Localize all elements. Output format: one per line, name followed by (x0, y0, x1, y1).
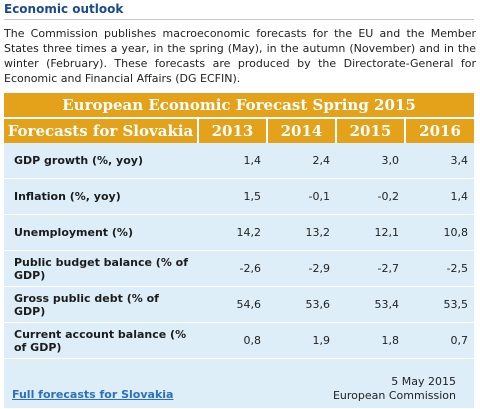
cell-value: 53,6 (267, 286, 336, 323)
header-year-2015: 2015 (335, 118, 405, 143)
table-row-current-account: Current account balance (% of GDP) 0,8 1… (4, 322, 475, 359)
cell-value: 1,9 (267, 322, 336, 359)
table-row-gdp-growth: GDP growth (%, yoy) 1,4 2,4 3,0 3,4 (4, 143, 475, 179)
forecast-box: European Economic Forecast Spring 2015 F… (4, 93, 475, 408)
cell-value: 14,2 (198, 214, 267, 251)
forecast-date: 5 May 2015 (391, 375, 456, 388)
full-forecasts-link[interactable]: Full forecasts for Slovakia (12, 388, 174, 401)
cell-value: 0,7 (405, 322, 475, 359)
forecast-footer: Full forecasts for Slovakia 5 May 2015 E… (4, 374, 474, 408)
table-row-public-debt: Gross public debt (% of GDP) 54,6 53,6 5… (4, 286, 475, 323)
cell-value: 3,4 (405, 143, 475, 179)
cell-value: -2,7 (336, 250, 405, 287)
forecast-table: European Economic Forecast Spring 2015 F… (4, 93, 475, 359)
cell-value: 13,2 (267, 214, 336, 251)
title-divider (4, 19, 474, 20)
header-year-2014: 2014 (266, 118, 336, 143)
row-label: GDP growth (%, yoy) (4, 143, 198, 179)
intro-text: The Commission publishes macroeconomic f… (4, 27, 476, 85)
forecast-source: European Commission (332, 389, 456, 402)
cell-value: 1,4 (198, 143, 267, 179)
cell-value: 1,5 (198, 178, 267, 215)
cell-value: 53,5 (405, 286, 475, 323)
cell-value: 1,8 (336, 322, 405, 359)
header-year-2016: 2016 (403, 118, 475, 143)
cell-value: -2,5 (405, 250, 475, 287)
cell-value: 10,8 (405, 214, 475, 251)
table-row-inflation: Inflation (%, yoy) 1,5 -0,1 -0,2 1,4 (4, 178, 475, 215)
cell-value: 53,4 (336, 286, 405, 323)
table-row-unemployment: Unemployment (%) 14,2 13,2 12,1 10,8 (4, 214, 475, 251)
header-country-label: Forecasts for Slovakia (4, 118, 198, 143)
cell-value: 0,8 (198, 322, 267, 359)
cell-value: 2,4 (267, 143, 336, 179)
cell-value: 12,1 (336, 214, 405, 251)
cell-value: -0,2 (336, 178, 405, 215)
row-label: Inflation (%, yoy) (4, 178, 198, 215)
row-label: Gross public debt (% of GDP) (4, 286, 198, 323)
row-label: Public budget balance (% of GDP) (4, 250, 198, 287)
forecast-banner: European Economic Forecast Spring 2015 (4, 93, 475, 119)
row-label: Current account balance (% of GDP) (4, 322, 198, 359)
cell-value: 54,6 (198, 286, 267, 323)
cell-value: -2,6 (198, 250, 267, 287)
row-label: Unemployment (%) (4, 214, 198, 251)
cell-value: 3,0 (336, 143, 405, 179)
section-title: Economic outlook (4, 2, 124, 16)
cell-value: -2,9 (267, 250, 336, 287)
header-year-2013: 2013 (197, 118, 267, 143)
table-row-budget-balance: Public budget balance (% of GDP) -2,6 -2… (4, 250, 475, 287)
cell-value: 1,4 (405, 178, 475, 215)
cell-value: -0,1 (267, 178, 336, 215)
